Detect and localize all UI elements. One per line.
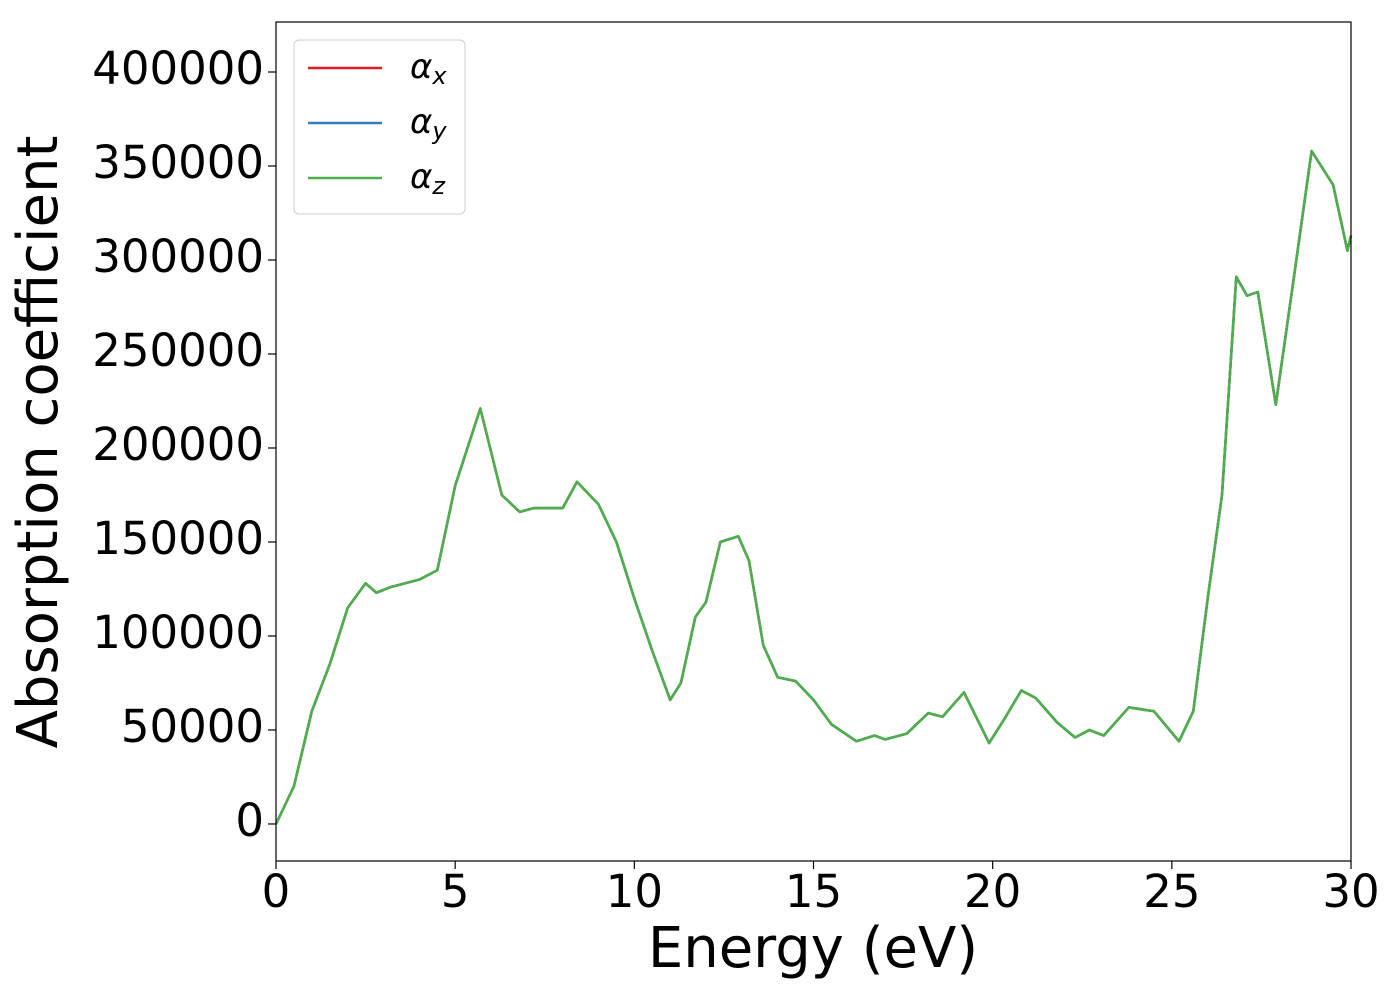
x-tick-label: 30 (1322, 865, 1379, 918)
data-line (274, 149, 1353, 825)
data-line (274, 149, 1353, 825)
x-tick-label: 25 (1143, 865, 1200, 918)
legend-box (293, 39, 466, 215)
y-axis-label: Absorption coefficient (6, 136, 71, 749)
x-tick-label: 0 (262, 865, 291, 918)
y-tick-label: 100000 (92, 606, 264, 659)
y-tick-label: 300000 (92, 230, 264, 283)
legend-label: αx (410, 47, 447, 91)
y-tick-label: 200000 (92, 418, 264, 471)
x-tick-label: 10 (606, 865, 663, 918)
y-tick-label: 400000 (92, 42, 264, 95)
x-tick-label: 15 (785, 865, 842, 918)
y-tick-label: 250000 (92, 324, 264, 377)
y-tick-label: 350000 (92, 136, 264, 189)
x-tick-label: 5 (441, 865, 470, 918)
x-tick-label: 20 (964, 865, 1021, 918)
y-tick-label: 50000 (121, 700, 264, 753)
data-line (274, 149, 1353, 825)
plot-frame (275, 21, 1352, 862)
y-tick-label: 0 (235, 794, 264, 847)
x-axis-label: Energy (eV) (648, 916, 978, 981)
y-tick-label: 150000 (92, 512, 264, 565)
legend-label: αy (410, 102, 447, 146)
legend-label: αz (410, 157, 446, 201)
